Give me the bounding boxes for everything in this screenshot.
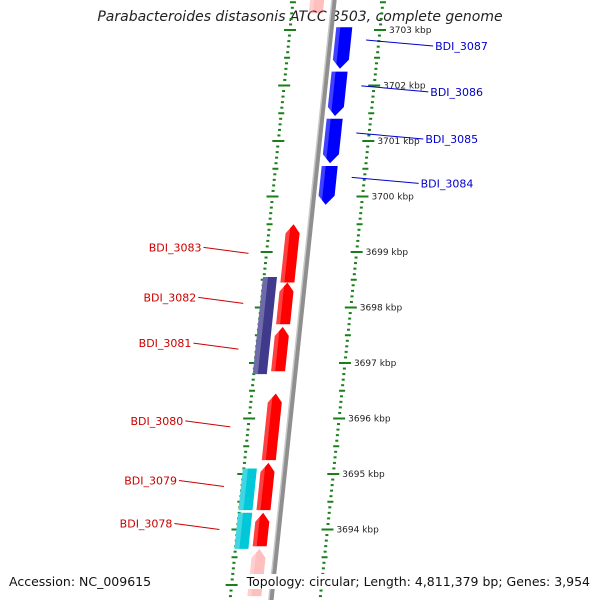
gene-bdi-3079 xyxy=(256,462,275,511)
backbone-highlight xyxy=(268,0,333,600)
gene-label-leader xyxy=(351,176,419,184)
kbp-label: 3698 kbp xyxy=(360,304,403,314)
gene-unlabeled-shine xyxy=(308,0,315,14)
cyan-feature-bar xyxy=(234,512,253,549)
map-title: Parabacteroides distasonis ATCC 8503, co… xyxy=(97,9,503,25)
navy-feature-bar xyxy=(252,277,277,375)
gene-bdi-3078 xyxy=(252,512,270,547)
gene-bdi-3086-shine xyxy=(327,71,336,116)
kbp-label: 3701 kbp xyxy=(377,137,420,147)
gene-label-leader xyxy=(366,39,434,47)
navy-feature-shine xyxy=(252,277,268,375)
kbp-label: 3702 kbp xyxy=(383,82,426,92)
gene-label: BDI_3080 xyxy=(130,415,183,428)
gene-bdi-3085 xyxy=(322,118,343,164)
gene-bdi-3084 xyxy=(318,166,338,205)
cyan-feature-shine xyxy=(238,468,248,511)
backbone-line xyxy=(268,0,337,600)
gene-bdi-3082 xyxy=(276,282,294,325)
gene-label: BDI_3086 xyxy=(430,86,483,99)
kbp-label: 3696 kbp xyxy=(348,415,391,425)
feature-layer xyxy=(234,277,277,549)
gene-bdi-3080 xyxy=(261,393,282,461)
cyan-feature-shine xyxy=(234,512,244,549)
gene-label: BDI_3082 xyxy=(143,291,196,304)
gene-label-leader xyxy=(356,132,424,140)
gene-bdi-3078-shine xyxy=(252,512,261,547)
gene-unlabeled xyxy=(308,0,325,14)
gene-label: BDI_3081 xyxy=(139,337,192,350)
gene-label: BDI_3078 xyxy=(120,518,173,531)
gene-bdi-3079-shine xyxy=(256,462,266,511)
backbone-layer xyxy=(268,0,337,600)
cyan-feature-bar xyxy=(238,468,257,511)
gene-label-leader xyxy=(193,342,239,350)
kbp-label: 3700 kbp xyxy=(371,193,414,203)
gene-bdi-3086 xyxy=(327,71,348,116)
gene-label: BDI_3084 xyxy=(421,177,474,190)
gene-bdi-3083 xyxy=(280,224,300,283)
gene-bdi-3082-shine xyxy=(276,282,285,325)
gene-bdi-3083-shine xyxy=(280,224,291,283)
kbp-label: 3703 kbp xyxy=(389,26,432,36)
gene-label: BDI_3085 xyxy=(425,133,478,146)
accession-text: Accession: NC_009615 xyxy=(9,574,152,589)
label-layer: 3703 kbp 3702 kbp 3701 kbp 3700 kbp 3699 kbp… xyxy=(120,26,488,536)
gene-bdi-3080-shine xyxy=(261,393,273,461)
gene-label: BDI_3079 xyxy=(124,474,177,487)
topology-text: Topology: circular; Length: 4,811,379 bp… xyxy=(244,574,590,589)
gene-bdi-3084-shine xyxy=(317,166,326,205)
kbp-label: 3699 kbp xyxy=(366,248,409,258)
gene-bdi-3081-shine xyxy=(271,326,280,372)
gene-label: BDI_3083 xyxy=(149,241,202,254)
gene-label-leader xyxy=(198,296,244,304)
gene-bdi-3087-shine xyxy=(331,27,341,69)
gene-bdi-3085-shine xyxy=(322,118,331,164)
gene-label-leader xyxy=(361,85,429,93)
gene-label: BDI_3087 xyxy=(435,40,488,53)
gene-label-leader xyxy=(203,246,249,254)
gene-label-leader xyxy=(185,420,231,428)
kbp-label: 3694 kbp xyxy=(336,526,379,536)
kbp-label: 3695 kbp xyxy=(342,470,385,480)
kbp-label: 3697 kbp xyxy=(354,359,397,369)
gene-bdi-3087 xyxy=(332,27,353,69)
gene-label-leader xyxy=(174,523,220,530)
gene-bdi-3081 xyxy=(271,326,289,372)
gene-label-leader xyxy=(178,479,225,487)
